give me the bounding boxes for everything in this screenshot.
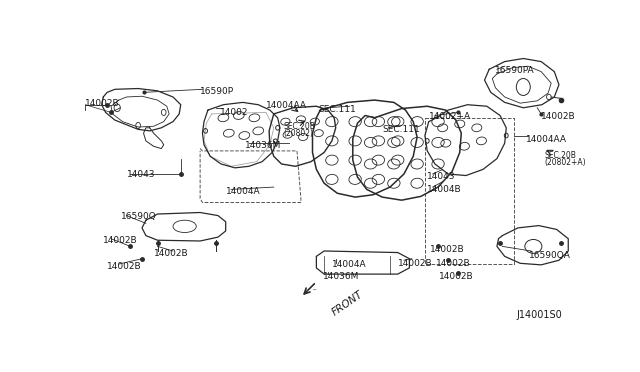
Text: 14002B: 14002B [85, 99, 120, 108]
Text: 14004AA: 14004AA [525, 135, 566, 144]
Text: (20802+A): (20802+A) [544, 158, 586, 167]
Text: 14002B: 14002B [154, 249, 188, 258]
Text: 14004A: 14004A [226, 187, 260, 196]
Text: SEC.20B: SEC.20B [284, 122, 316, 131]
Text: 16590P: 16590P [200, 87, 234, 96]
Text: 14002+A: 14002+A [429, 112, 471, 121]
Text: 14002B: 14002B [107, 262, 141, 271]
Text: 16590PA: 16590PA [495, 66, 534, 75]
Text: SEC.20B: SEC.20B [544, 151, 576, 160]
Text: 14002B: 14002B [436, 259, 470, 268]
Text: 14004A: 14004A [332, 260, 367, 269]
Text: 16590Q: 16590Q [121, 212, 157, 221]
Text: 16590QA: 16590QA [529, 251, 571, 260]
Text: 14002B: 14002B [103, 235, 138, 245]
Text: 14002B: 14002B [430, 245, 465, 254]
Text: 14036M: 14036M [245, 141, 282, 150]
Text: SEC.111: SEC.111 [382, 125, 420, 135]
Text: 14002B: 14002B [541, 112, 576, 121]
Text: 14004B: 14004B [428, 185, 462, 194]
Text: FRONT: FRONT [330, 289, 365, 318]
Text: 14002B: 14002B [397, 259, 433, 268]
Text: 14002: 14002 [220, 108, 248, 117]
Text: 14004AA: 14004AA [266, 101, 307, 110]
Text: 14002B: 14002B [439, 272, 474, 281]
Text: SEC.111: SEC.111 [319, 105, 356, 114]
Text: 14036M: 14036M [323, 272, 360, 281]
Text: 14043: 14043 [127, 170, 155, 179]
Text: (20802): (20802) [284, 129, 314, 138]
Text: J14001S0: J14001S0 [516, 310, 562, 320]
Text: 14043: 14043 [428, 172, 456, 181]
